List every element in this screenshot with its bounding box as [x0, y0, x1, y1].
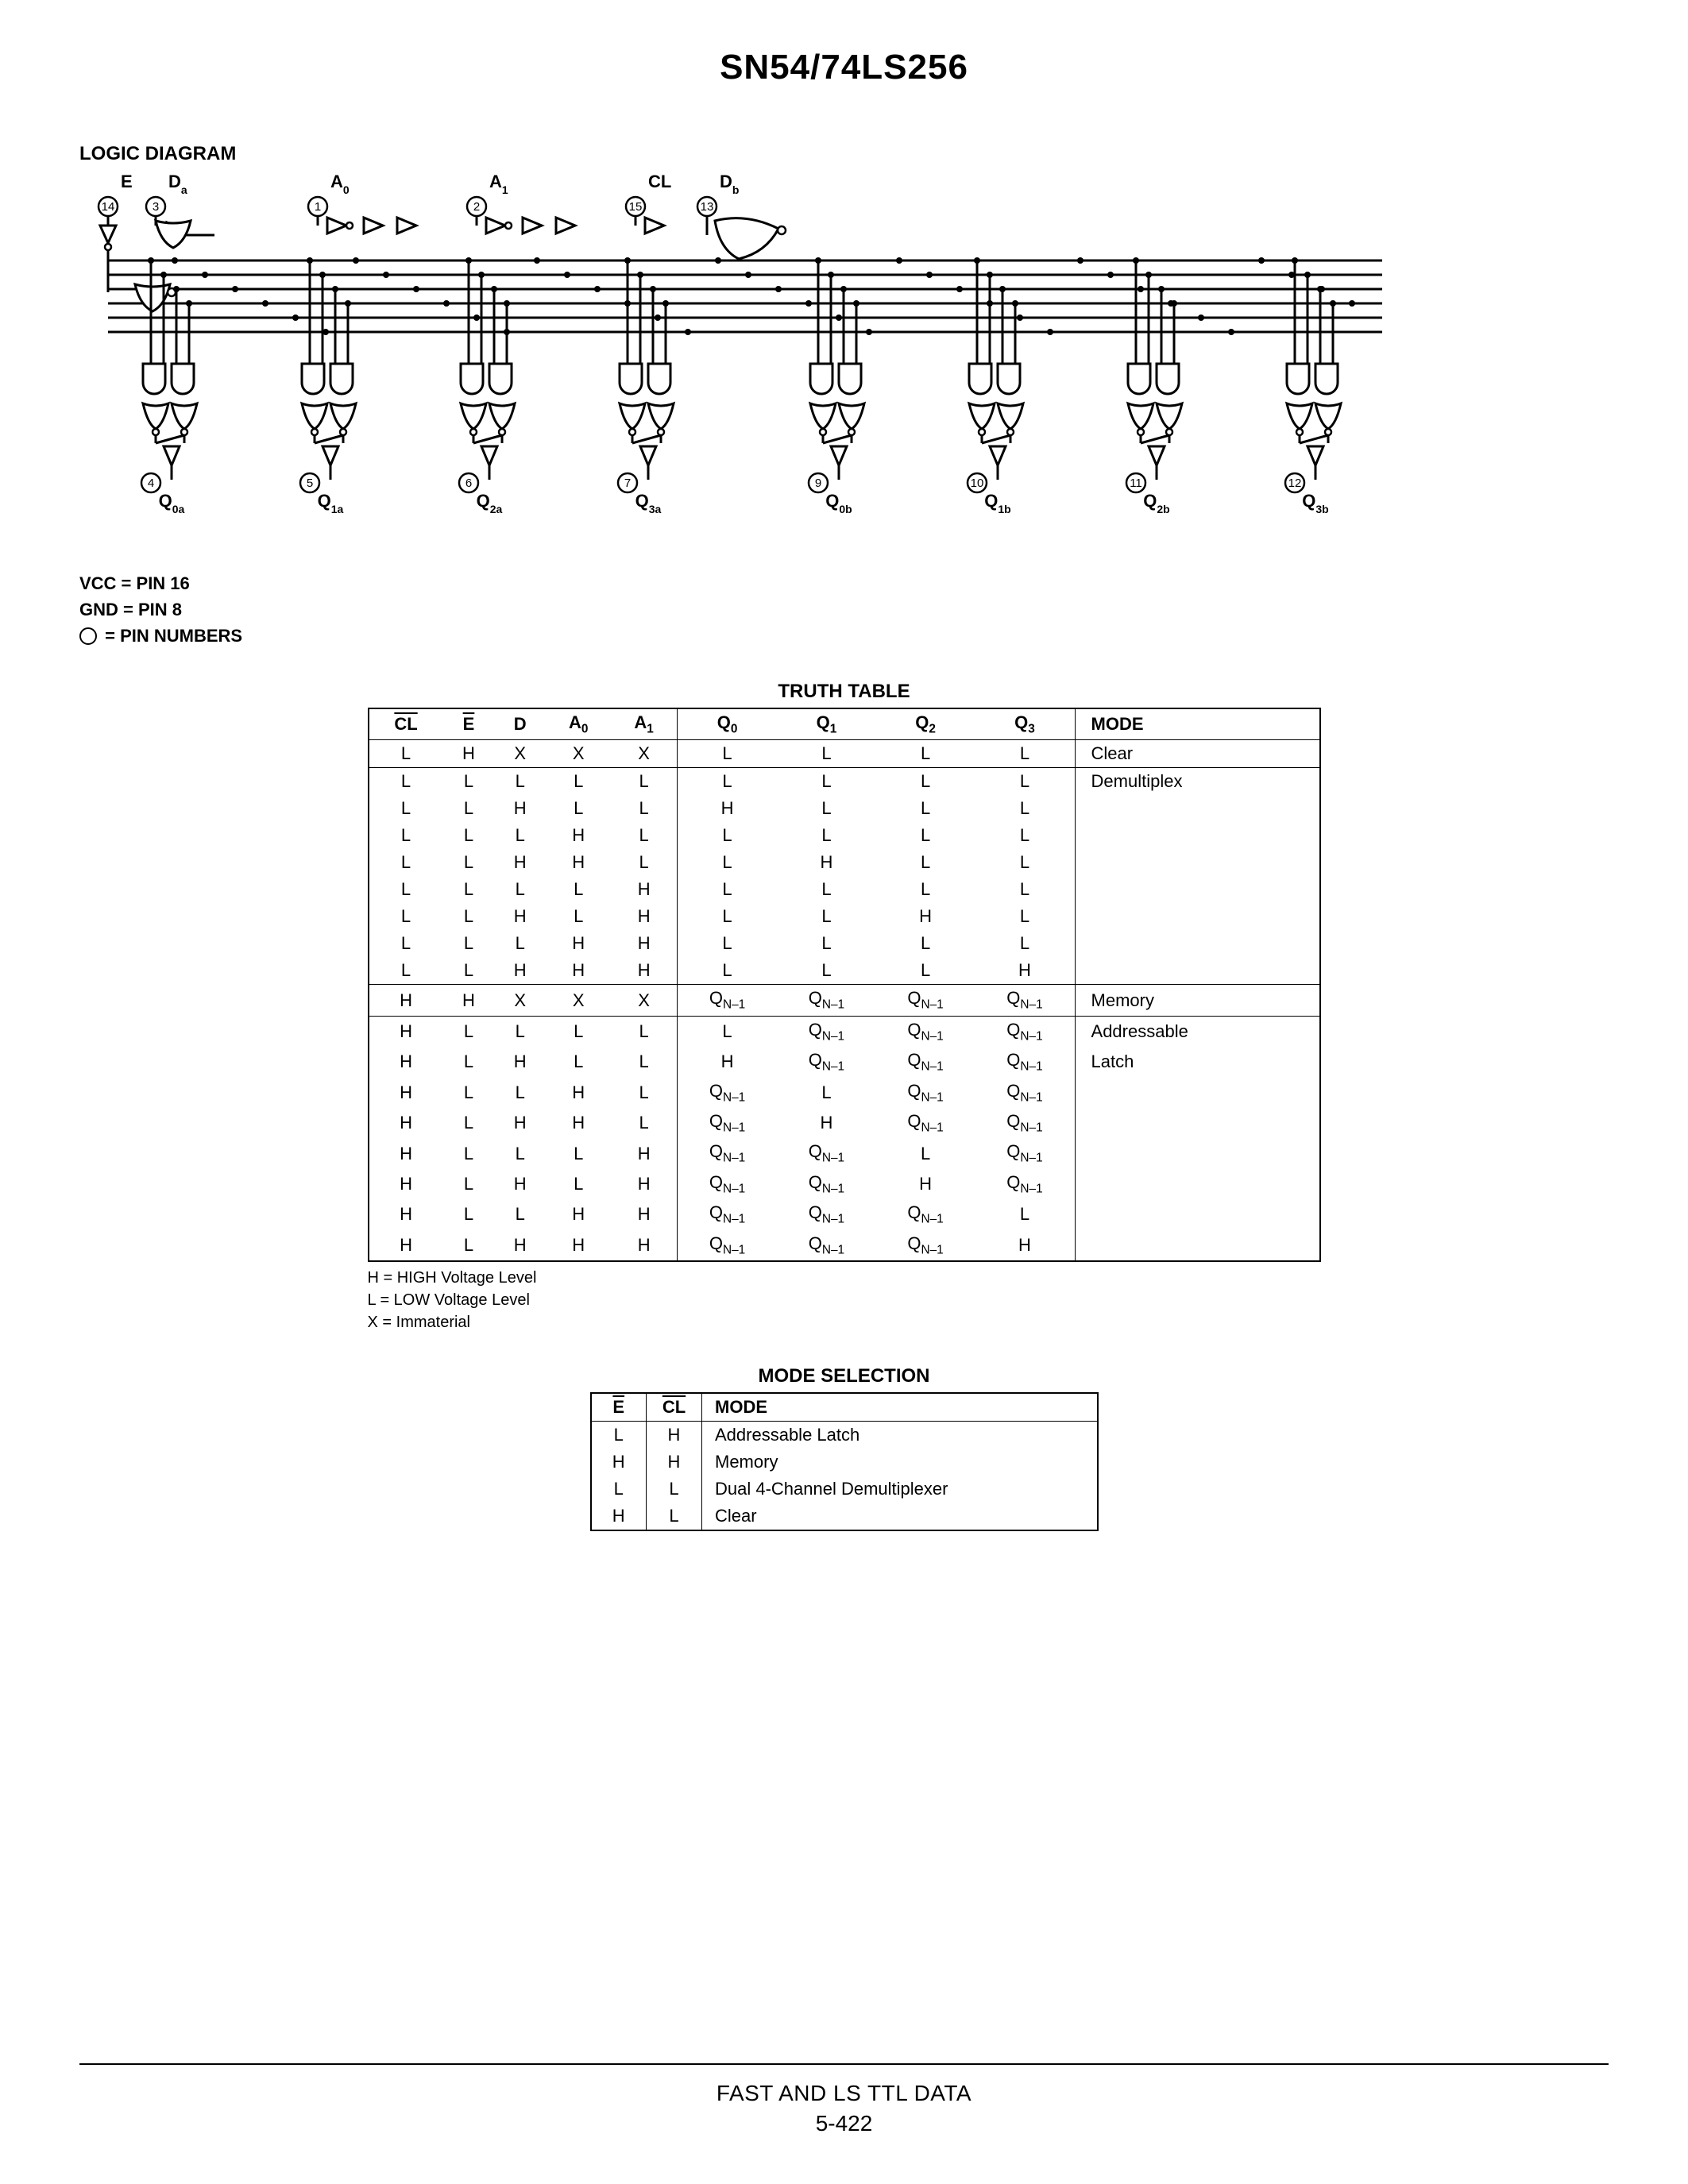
gnd-note: GND = PIN 8	[79, 596, 1609, 623]
pin-circle-note: = PIN NUMBERS	[79, 623, 1609, 649]
logic-diagram-label: LOGIC DIAGRAM	[79, 143, 1609, 165]
svg-text:13: 13	[701, 200, 714, 214]
svg-text:10: 10	[971, 477, 984, 490]
svg-text:14: 14	[102, 200, 115, 214]
svg-text:7: 7	[624, 477, 631, 490]
svg-text:6: 6	[465, 477, 472, 490]
svg-text:9: 9	[815, 477, 821, 490]
mode-selection-title: MODE SELECTION	[79, 1365, 1609, 1387]
svg-text:Q3b: Q3b	[1302, 491, 1328, 515]
svg-text:Db: Db	[720, 173, 739, 196]
svg-text:A1: A1	[489, 173, 508, 196]
page-title: SN54/74LS256	[79, 48, 1609, 87]
truth-table: CLEDA0A1Q0Q1Q2Q3MODE LHXXXLLLLClearLLLLL…	[368, 708, 1321, 1262]
page-footer: FAST AND LS TTL DATA 5-422	[79, 2063, 1609, 2136]
svg-text:A0: A0	[330, 173, 350, 196]
truth-table-title: TRUTH TABLE	[79, 681, 1609, 703]
svg-text:CL: CL	[648, 173, 671, 191]
svg-text:1: 1	[315, 200, 321, 214]
logic-diagram: E 14 Da 3 A0 1 A1 2 CL 15 Db 13 4 Q0a 5 Q1a 6 Q2a 7 Q3a 9 Q0b…	[79, 173, 1609, 558]
svg-text:E: E	[121, 173, 133, 191]
svg-text:Q2b: Q2b	[1143, 491, 1169, 515]
vcc-note: VCC = PIN 16	[79, 570, 1609, 596]
svg-text:15: 15	[629, 200, 643, 214]
mode-selection-table: ECLMODE LHAddressable LatchHHMemoryLLDua…	[590, 1392, 1099, 1531]
svg-text:Q0a: Q0a	[159, 491, 185, 515]
svg-text:Q3a: Q3a	[635, 491, 662, 515]
svg-text:2: 2	[473, 200, 480, 214]
logic-diagram-svg: E 14 Da 3 A0 1 A1 2 CL 15 Db 13 4 Q0a 5 Q1a 6 Q2a 7 Q3a 9 Q0b…	[79, 173, 1430, 554]
svg-text:Q0b: Q0b	[825, 491, 852, 515]
truth-table-notes: H = HIGH Voltage LevelL = LOW Voltage Le…	[368, 1267, 1321, 1333]
svg-text:3: 3	[153, 200, 159, 214]
pin-notes: VCC = PIN 16 GND = PIN 8 = PIN NUMBERS	[79, 570, 1609, 649]
svg-text:Q1a: Q1a	[318, 491, 344, 515]
svg-text:Q2a: Q2a	[477, 491, 503, 515]
footer-line1: FAST AND LS TTL DATA	[79, 2081, 1609, 2106]
svg-text:12: 12	[1288, 477, 1302, 490]
svg-text:11: 11	[1130, 477, 1142, 490]
svg-text:5: 5	[307, 477, 313, 490]
svg-text:4: 4	[148, 477, 154, 490]
svg-text:Da: Da	[168, 173, 187, 196]
svg-text:Q1b: Q1b	[984, 491, 1010, 515]
footer-line2: 5-422	[79, 2111, 1609, 2136]
